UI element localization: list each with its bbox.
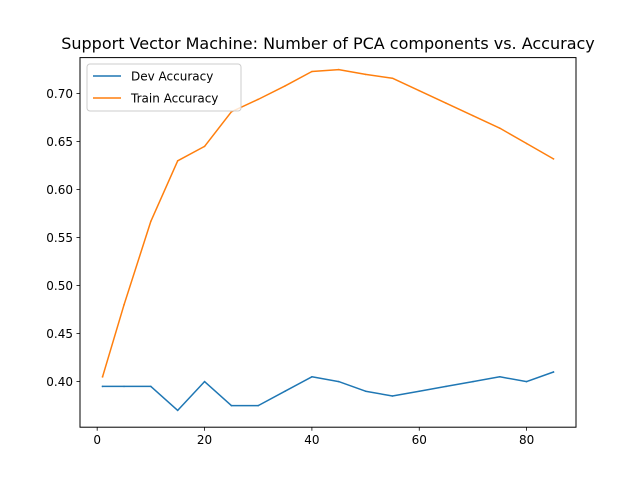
- x-tick-label: 60: [412, 433, 427, 447]
- data-point: [101, 385, 104, 388]
- data-point: [498, 127, 501, 129]
- data-point: [284, 85, 286, 87]
- y-tick-label: 0.55: [46, 231, 73, 245]
- data-point: [203, 145, 206, 148]
- data-point: [337, 68, 340, 71]
- data-point: [257, 98, 260, 101]
- data-point: [391, 395, 394, 397]
- y-tick-label: 0.50: [46, 279, 73, 293]
- y-tick-label: 0.45: [46, 327, 73, 341]
- legend-box: [86, 63, 242, 112]
- data-point: [123, 304, 125, 306]
- data-point: [445, 102, 447, 104]
- plot-frame: [79, 57, 577, 428]
- data-point: [123, 385, 125, 388]
- data-point: [337, 380, 340, 383]
- series-line-1: [101, 68, 555, 378]
- data-point: [176, 160, 179, 162]
- data-point: [311, 376, 313, 378]
- data-point: [101, 376, 104, 378]
- x-tick-label: 20: [197, 433, 212, 447]
- data-point: [552, 371, 555, 373]
- y-tick-label: 0.60: [46, 183, 73, 197]
- data-point: [472, 380, 474, 383]
- y-tick-label: 0.65: [46, 135, 73, 149]
- legend-label: Train Accuracy: [130, 91, 218, 105]
- data-point: [257, 404, 260, 407]
- series-layer: [101, 68, 555, 412]
- legend: Dev Accuracy Train Accuracy: [86, 63, 242, 112]
- data-point: [150, 385, 152, 388]
- data-point: [525, 380, 528, 383]
- legend-label: Dev Accuracy: [131, 69, 213, 83]
- ticks-layer: 0 20 40 60 80 0.40 0.45 0.50 0.55 0.60 0.65 0.70: [46, 87, 534, 447]
- data-point: [364, 390, 367, 393]
- data-point: [418, 390, 421, 393]
- data-point: [418, 89, 421, 92]
- data-point: [498, 376, 501, 378]
- chart-title: Support Vector Machine: Number of PCA co…: [61, 34, 595, 53]
- data-point: [203, 380, 206, 383]
- data-point: [230, 404, 233, 407]
- data-point: [150, 220, 152, 223]
- data-point: [311, 70, 313, 73]
- data-point: [284, 390, 286, 393]
- series-line-0: [101, 371, 555, 412]
- data-point: [445, 385, 447, 388]
- data-point: [364, 73, 367, 76]
- data-point: [525, 142, 528, 145]
- x-tick-label: 40: [304, 433, 319, 447]
- y-tick-label: 0.70: [46, 87, 73, 101]
- x-tick-label: 80: [519, 433, 534, 447]
- data-point: [176, 409, 179, 412]
- data-point: [472, 114, 474, 117]
- data-point: [552, 158, 555, 160]
- y-tick-label: 0.40: [46, 375, 73, 389]
- data-point: [391, 77, 394, 80]
- x-tick-label: 0: [93, 433, 101, 447]
